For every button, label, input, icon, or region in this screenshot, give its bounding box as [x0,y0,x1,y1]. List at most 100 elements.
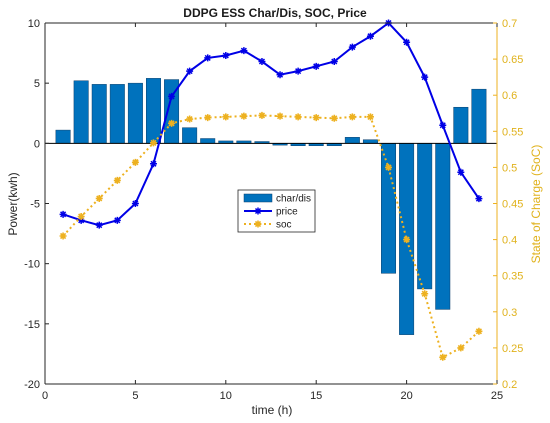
price-point [240,47,248,55]
legend-label: char/dis [276,194,311,205]
line-series-soc [59,111,483,361]
bar [145,78,161,144]
x-tick-label: 25 [491,390,503,402]
soc-point [131,158,139,166]
bar [127,82,143,144]
x-tick-label: 15 [310,390,322,402]
bar [200,138,216,144]
price-point [186,67,194,75]
soc-point [204,114,212,122]
price-point [348,43,356,51]
y-left-tick-label: 10 [28,18,40,30]
line-series-price [59,19,483,229]
y-axis-left-label: Power(kwh) [6,172,20,235]
y-right-tick-label: 0.65 [502,54,523,66]
price-point [204,54,212,62]
y-left-tick-label: -5 [30,199,40,211]
price-point [294,67,302,75]
bar [417,143,433,290]
price-point [149,160,157,168]
y-right-tick-label: 0.55 [502,126,523,138]
price-point [366,32,374,40]
price-point [312,62,320,70]
soc-point [421,290,429,298]
legend-swatch-char-dis [243,193,273,203]
price-line [62,21,480,227]
soc-point [348,113,356,121]
x-tick-label: 5 [132,390,138,402]
soc-point [366,113,374,121]
soc-point [258,111,266,119]
soc-point [186,115,194,123]
price-point [330,58,338,66]
y-right-tick-label: 0.45 [502,199,523,211]
legend-marker-price [254,207,262,215]
legend-label: soc [276,220,292,231]
price-point [59,210,67,218]
price-point [421,73,429,81]
soc-point [475,327,483,335]
bar [362,139,378,144]
soc-point [113,176,121,184]
bar [73,80,89,144]
soc-point [403,236,411,244]
price-point [131,200,139,207]
y-axis-right-label: State of Charge (SoC) [529,145,543,264]
bar [91,84,107,144]
y-left-tick-label: -20 [24,379,40,391]
bar [55,129,71,144]
legend-marker-soc [254,220,262,228]
price-point [113,216,121,224]
bar [471,88,487,144]
y-right-tick-label: 0.5 [502,162,517,174]
soc-point [77,212,85,220]
y-right-tick-label: 0.2 [502,379,517,391]
soc-point [385,163,393,171]
y-right-tick-label: 0.3 [502,307,517,319]
price-point [77,216,85,224]
price-point [439,121,447,129]
y-left-tick-label: 0 [34,138,40,150]
price-point [457,168,465,176]
soc-point [457,344,465,352]
x-tick-label: 20 [400,390,412,402]
y-right-tick-label: 0.25 [502,343,523,355]
y-left-tick-label: -10 [24,259,40,271]
bar-series-char-dis [55,78,487,335]
y-right-tick-label: 0.7 [502,18,517,30]
bar [109,84,125,144]
bar [435,143,451,310]
bar [344,137,360,144]
soc-point [222,113,230,121]
price-point [168,92,176,100]
soc-point [149,139,157,147]
price-point [258,58,266,66]
bar [381,143,397,274]
price-point [222,51,230,59]
price-point [95,221,103,229]
axes [44,22,498,385]
y-left-tick-label: 5 [34,78,40,90]
y-right-tick-label: 0.6 [502,90,517,102]
soc-line [62,114,480,359]
soc-point [312,114,320,122]
bar [453,106,469,144]
y-left-tick-label: -15 [24,319,40,331]
legend: char/dis price soc [237,189,316,233]
x-axis-label: time (h) [252,403,293,417]
price-point [403,38,411,46]
soc-point [276,112,284,120]
y-right-tick-label: 0.35 [502,271,523,283]
soc-point [294,113,302,121]
price-point [475,195,483,203]
x-tick-label: 10 [220,390,232,402]
soc-point [95,194,103,202]
soc-point [240,112,248,120]
price-point [276,71,284,79]
legend-label: price [276,207,298,218]
soc-point [439,353,447,361]
y-right-tick-label: 0.4 [502,235,517,247]
chart-title: DDPG ESS Char/Dis, SOC, Price [183,6,367,20]
soc-point [59,232,67,240]
